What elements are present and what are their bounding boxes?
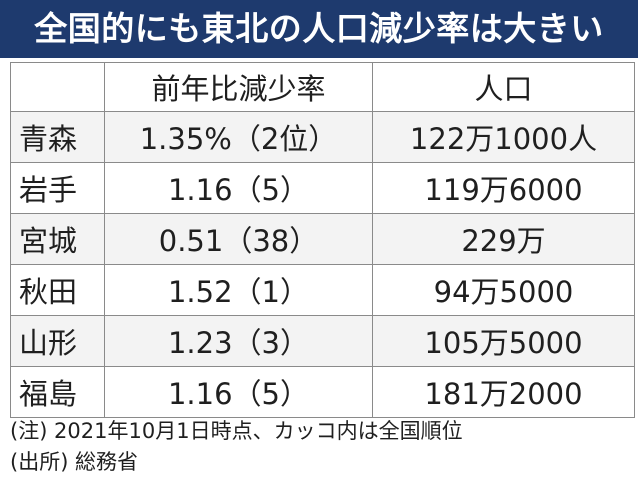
population-cell: 94万5000	[372, 264, 635, 316]
header-population: 人口	[372, 62, 635, 112]
table-row: 福島 1.16（5） 181万2000	[10, 366, 635, 418]
page-title: 全国的にも東北の人口減少率は大きい	[0, 0, 638, 58]
table-row: 岩手 1.16（5） 119万6000	[10, 162, 635, 214]
prefecture-cell: 福島	[10, 366, 105, 418]
header-decline-rate: 前年比減少率	[104, 62, 373, 112]
rate-cell: 1.52（1）	[104, 264, 373, 316]
footnotes: (注) 2021年10月1日時点、カッコ内は全国順位 (出所) 総務省	[10, 416, 630, 478]
rate-cell: 1.16（5）	[104, 162, 373, 214]
population-cell: 119万6000	[372, 162, 635, 214]
population-cell: 181万2000	[372, 366, 635, 418]
table-row: 宮城 0.51（38） 229万	[10, 213, 635, 265]
table-header-row: 前年比減少率 人口	[10, 62, 635, 112]
population-cell: 105万5000	[372, 315, 635, 367]
rate-cell: 1.16（5）	[104, 366, 373, 418]
header-prefecture	[10, 62, 105, 112]
population-cell: 122万1000人	[372, 111, 635, 163]
table-row: 山形 1.23（3） 105万5000	[10, 315, 635, 367]
table-row: 秋田 1.52（1） 94万5000	[10, 264, 635, 316]
rate-cell: 1.23（3）	[104, 315, 373, 367]
prefecture-cell: 宮城	[10, 213, 105, 265]
footnote-source: (出所) 総務省	[10, 450, 139, 474]
population-cell: 229万	[372, 213, 635, 265]
prefecture-cell: 山形	[10, 315, 105, 367]
footnote-note: (注) 2021年10月1日時点、カッコ内は全国順位	[10, 419, 463, 443]
prefecture-cell: 岩手	[10, 162, 105, 214]
population-table: 前年比減少率 人口 青森 1.35%（2位） 122万1000人 岩手 1.16…	[10, 62, 635, 418]
prefecture-cell: 秋田	[10, 264, 105, 316]
rate-cell: 0.51（38）	[104, 213, 373, 265]
rate-cell: 1.35%（2位）	[104, 111, 373, 163]
prefecture-cell: 青森	[10, 111, 105, 163]
table-row: 青森 1.35%（2位） 122万1000人	[10, 111, 635, 163]
